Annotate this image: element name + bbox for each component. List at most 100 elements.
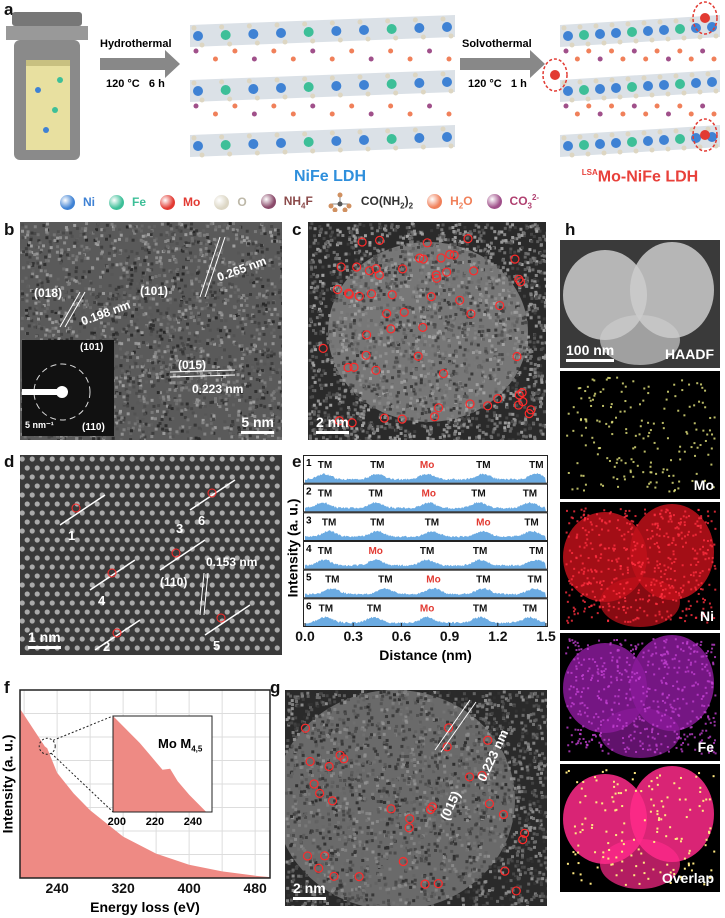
inset-spectrum-area bbox=[113, 716, 207, 812]
mo-atom-marker bbox=[112, 628, 122, 638]
scale-bar-c: 2 nm bbox=[316, 414, 349, 434]
saed-101: (101) bbox=[80, 342, 104, 353]
eels-spectrum-area bbox=[20, 708, 270, 878]
scale-bar-b: 5 nm bbox=[241, 414, 274, 434]
zoom-circle bbox=[38, 737, 56, 755]
mo-atom-marker bbox=[418, 254, 428, 264]
atom-ball-icon bbox=[214, 194, 230, 210]
e-xlabel: Distance (nm) bbox=[379, 647, 472, 663]
peak-label: TM bbox=[524, 517, 538, 528]
peak-label: TM bbox=[529, 460, 543, 471]
mo-atom-marker bbox=[425, 804, 436, 815]
mo-atom-marker bbox=[107, 568, 117, 578]
profile-number: 1 bbox=[306, 458, 312, 469]
mo-atom-marker bbox=[483, 401, 493, 411]
mo-atom-marker bbox=[426, 292, 436, 302]
mo-atom-marker bbox=[354, 872, 364, 882]
product2-superscript: LSA bbox=[581, 168, 598, 177]
mo-atom-marker bbox=[511, 886, 521, 896]
nife-ldh-structure bbox=[190, 15, 455, 158]
mo-atom-marker bbox=[329, 871, 339, 881]
mo-atom-marker bbox=[405, 814, 415, 824]
mo-atom-marker bbox=[519, 828, 530, 838]
hrtem-image-d: 1 2 3 4 5 6 (110) 0.153 nm 1 nm bbox=[20, 455, 282, 655]
peak-label: TM bbox=[473, 546, 487, 557]
mo-atom-marker bbox=[302, 851, 313, 861]
mo-atom-marker bbox=[418, 322, 428, 332]
mo-atom-marker bbox=[438, 368, 449, 379]
legend-item: NH4F bbox=[260, 193, 313, 210]
peak-label: TM bbox=[319, 603, 333, 614]
legend-label-part: 2 bbox=[408, 201, 414, 211]
x-tick-label: 0.3 bbox=[343, 628, 363, 644]
annot-018: (018) bbox=[34, 286, 63, 300]
mo-atom-marker bbox=[216, 613, 226, 623]
profile-line-number: 6 bbox=[198, 513, 205, 528]
mo-atom-marker bbox=[371, 264, 381, 274]
mo-atom-marker bbox=[398, 856, 408, 867]
peak-label: TM bbox=[523, 489, 537, 500]
mo-atom-marker bbox=[343, 288, 354, 298]
mo-atom-marker bbox=[364, 266, 375, 276]
profile-line bbox=[189, 479, 236, 511]
haadf-image-g: (015) 0.223 nm 2 nm bbox=[285, 690, 547, 906]
mo-atom-marker bbox=[387, 290, 397, 300]
hrtem-image-b: (101) (110) 5 nm⁻¹ (101) 0.265 nm (018) … bbox=[20, 222, 282, 440]
legend-label-part: CO(NH bbox=[360, 193, 401, 208]
panel-d-label: d bbox=[4, 452, 15, 471]
mo-atom-marker bbox=[512, 351, 522, 362]
atom-ball-icon bbox=[486, 194, 502, 210]
peak-label: TM bbox=[420, 546, 434, 557]
peak-label: Mo bbox=[420, 603, 434, 614]
legend-label: Ni bbox=[83, 195, 95, 209]
saed-110: (110) bbox=[82, 422, 105, 433]
x-tick-label: 1.5 bbox=[536, 628, 556, 644]
inset-frame bbox=[112, 715, 213, 813]
product1-title: NiFe LDH bbox=[294, 168, 366, 185]
scale-bar-h: 100 nm bbox=[566, 342, 615, 362]
atom-ball-icon bbox=[60, 194, 75, 210]
mo-atom-marker bbox=[518, 835, 528, 845]
mo-atom-marker bbox=[434, 403, 444, 413]
panel-b-label: b bbox=[4, 220, 15, 239]
profile-line-number: 3 bbox=[176, 521, 183, 536]
mo-atom-marker bbox=[379, 413, 389, 423]
plot-frame bbox=[19, 689, 271, 879]
inset-x-tick-label: 220 bbox=[146, 816, 164, 828]
legend-label-part: H bbox=[450, 193, 459, 208]
legend-label-part: 2 bbox=[400, 201, 405, 211]
peak-label: Mo bbox=[426, 575, 440, 586]
eds-map-label: Fe bbox=[697, 739, 714, 755]
profile-number: 5 bbox=[306, 573, 312, 584]
e-ylabel: Intensity (a. u.) bbox=[284, 498, 301, 598]
eds-map-label: Ni bbox=[700, 608, 714, 624]
mo-atom-marker bbox=[343, 362, 353, 373]
mo-atom-marker bbox=[436, 253, 446, 263]
synthesis-scheme bbox=[6, 1, 720, 160]
scale-label: 2 nm bbox=[316, 414, 349, 430]
mo-atom-marker bbox=[371, 365, 381, 375]
peak-label: TM bbox=[318, 489, 332, 500]
x-tick-label: 0.0 bbox=[295, 628, 315, 644]
profile-number: 6 bbox=[306, 601, 312, 612]
step2-name: Solvothermal bbox=[462, 38, 532, 50]
peak-label: TM bbox=[370, 460, 384, 471]
peak-label: TM bbox=[325, 575, 339, 586]
mo-atom-marker bbox=[433, 878, 443, 889]
mo-atom-marker bbox=[414, 253, 425, 263]
legend-item: Mo bbox=[160, 194, 200, 210]
annot-0153: 0.153 nm bbox=[206, 555, 258, 569]
mo-atom-marker bbox=[314, 863, 324, 873]
profile-line-number: 1 bbox=[68, 528, 75, 543]
annot-0223: 0.223 nm bbox=[192, 382, 244, 396]
f-xlabel: Energy loss (eV) bbox=[90, 899, 200, 915]
legend-label-part: F bbox=[305, 193, 313, 208]
scale-bar-g: 2 nm bbox=[293, 880, 326, 900]
mo-atom-marker bbox=[427, 802, 438, 812]
mo-atom-marker bbox=[344, 289, 354, 299]
autoclave-icon bbox=[6, 12, 88, 160]
annot-110: (110) bbox=[160, 575, 188, 589]
mo-atom-marker bbox=[352, 262, 362, 272]
profile-line bbox=[204, 604, 251, 636]
peak-label: TM bbox=[322, 517, 336, 528]
